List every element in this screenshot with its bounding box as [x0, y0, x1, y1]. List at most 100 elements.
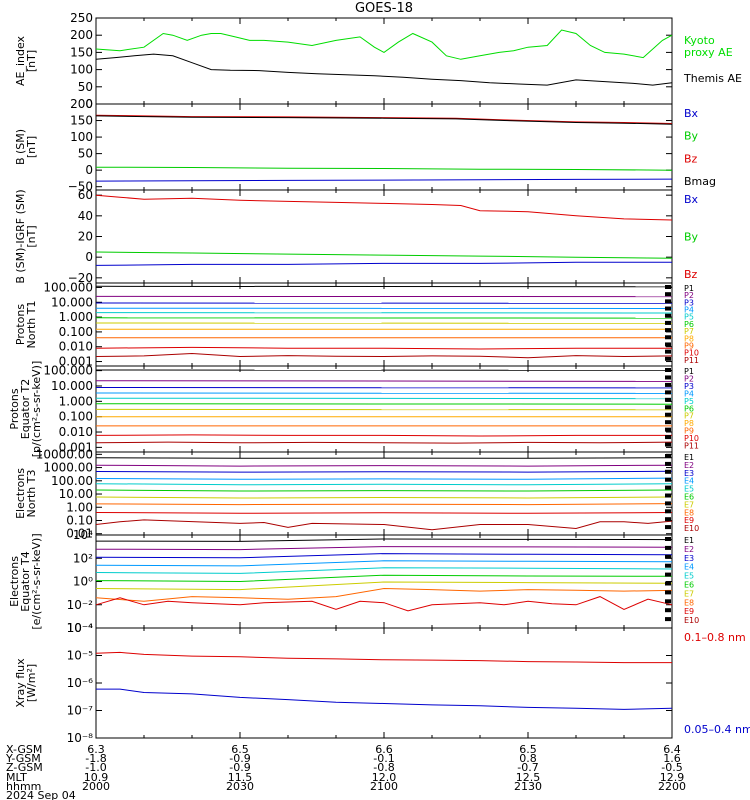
legend-marker: [665, 382, 671, 387]
legend-entry: By: [684, 130, 699, 143]
panel-3: −20 0 20 40 60 B (SM)-IGRF (SM)[nT] Bx By Bz: [14, 188, 699, 285]
series-line-e7: [95, 496, 673, 499]
series-line-0-1-0-8-nm: [95, 651, 672, 664]
legend-marker: [665, 397, 671, 402]
y-tick-label: 10.000: [51, 295, 93, 309]
legend-entry: P9: [684, 341, 694, 350]
legend-entry: E2: [684, 461, 694, 470]
y-tick-label: −20: [68, 271, 93, 285]
legend-marker: [665, 493, 671, 498]
y-tick-label: 10⁻⁴: [67, 621, 94, 635]
y-axis-label-line: [e/(cm²-s-sr-keV)]: [30, 533, 43, 629]
legend-marker: [665, 390, 671, 395]
legend-entry: P7: [684, 327, 694, 336]
y-axis-label-line: North T3: [25, 470, 38, 518]
y-tick-label: 100.00: [51, 474, 93, 488]
legend-entry: E9: [684, 516, 694, 525]
footer-cell: 0.8: [519, 752, 537, 765]
y-tick-label: 10⁻⁵: [67, 649, 94, 663]
footer-cell: 6.3: [87, 743, 105, 756]
footer-cell: -0.9: [229, 761, 250, 774]
legend-marker: [665, 545, 671, 550]
y-axis-label-line: [nT]: [25, 136, 38, 158]
y-tick-label: 0.010: [59, 340, 93, 354]
legend-marker: [665, 469, 671, 474]
footer-cell: -0.9: [229, 752, 250, 765]
legend-entry: E10: [684, 616, 699, 625]
legend-entry: Themis AE: [683, 72, 742, 85]
series-line-kyoto-proxy-ae: [95, 29, 673, 60]
y-axis-label-line: Equator T2: [19, 379, 32, 439]
legend-marker: [665, 335, 671, 340]
legend-entry: Bx: [684, 193, 699, 206]
legend-marker: [665, 292, 671, 297]
legend-entry: Bmag: [684, 175, 716, 188]
y-tick-label: 10⁴: [73, 528, 93, 542]
y-tick-label: 1.00: [66, 500, 93, 514]
legend-marker: [665, 554, 671, 559]
y-axis-label-line: Electrons: [8, 556, 21, 607]
series-line-p11: [95, 352, 673, 359]
legend-marker: [665, 590, 671, 595]
legend-entry: P11: [684, 442, 699, 451]
legend-entry: E1: [684, 453, 694, 462]
footer-cell: 2200: [658, 780, 686, 793]
y-tick-label: 10⁻⁸: [67, 731, 94, 745]
legend-marker: [665, 328, 671, 333]
legend-entry: P1: [684, 284, 694, 293]
series-line-by: [95, 166, 673, 171]
legend-marker: [665, 405, 671, 410]
legend-entry: P6: [684, 404, 694, 413]
y-tick-label: 50: [78, 147, 93, 161]
legend-entry: E2: [684, 545, 694, 554]
legend-marker: [665, 435, 671, 440]
series-line-e9: [95, 512, 673, 514]
y-axis-label-line: Electrons: [14, 468, 27, 519]
y-tick-label: 50: [78, 80, 93, 94]
footer-cell: 2130: [514, 780, 542, 793]
series-line-e8: [95, 587, 673, 602]
legend-entry: E1: [684, 536, 694, 545]
legend-marker: [665, 454, 671, 458]
series-line-bx: [95, 178, 673, 182]
y-axis-label: AE_index[nT]: [14, 35, 38, 86]
y-tick-label: −50: [68, 180, 93, 194]
footer-row-label: hhmm: [6, 780, 41, 793]
y-tick-label: 0: [85, 97, 93, 111]
footer-cell: 12.0: [372, 771, 397, 784]
series-line-e10: [95, 519, 673, 531]
legend-entry-line: proxy AE: [684, 46, 733, 59]
legend-marker: [665, 342, 671, 347]
legend-entry: P4: [684, 306, 694, 315]
series-line-bmag: [95, 115, 673, 125]
y-tick-label: 0.01: [66, 527, 93, 541]
y-tick-label: 250: [70, 11, 93, 25]
footer-cell: 2100: [370, 780, 398, 793]
legend-entry: Bz: [684, 268, 698, 281]
y-axis-label-line: Protons: [8, 388, 21, 429]
series-line-by: [95, 251, 673, 259]
legend-marker: [665, 349, 671, 354]
legend-marker: [665, 285, 671, 289]
y-tick-label: 0.010: [59, 425, 93, 439]
y-axis-label-line: B (SM): [14, 129, 27, 165]
y-tick-label: 150: [70, 114, 93, 128]
legend-entry: E9: [684, 607, 694, 616]
footer-cell: 11.5: [228, 771, 253, 784]
y-axis-label: ElectronsNorth T3: [14, 468, 38, 519]
y-tick-label: 40: [78, 209, 93, 223]
series-line-p10: [95, 434, 672, 437]
series-line-e7: [95, 581, 673, 591]
legend-marker: [665, 461, 671, 466]
y-axis-label-line: North T1: [25, 301, 38, 349]
legend-entry: P11: [684, 356, 699, 365]
legend-marker: [665, 313, 671, 318]
legend-entry: P2: [684, 291, 694, 300]
panel-frame: [95, 627, 673, 739]
legend-entry: P2: [684, 374, 694, 383]
footer-cell: 12.5: [516, 771, 541, 784]
footer-cell: 10.9: [84, 771, 109, 784]
legend-entry: 0.1–0.8 nm: [684, 631, 746, 644]
